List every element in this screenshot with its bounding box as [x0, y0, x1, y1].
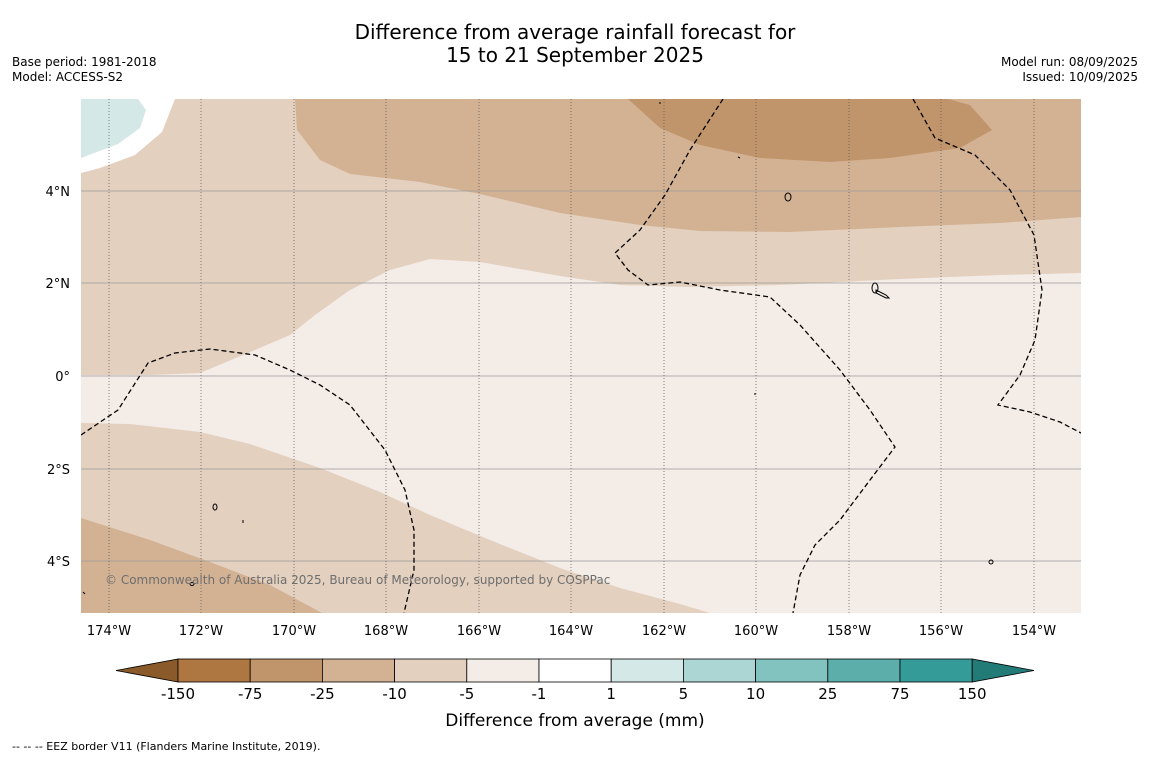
- lon-label: 164°W: [549, 624, 593, 639]
- colorbar-segment: [177, 658, 251, 683]
- colorbar-tick-label: 150: [958, 685, 987, 703]
- lon-label: 166°W: [457, 624, 501, 639]
- colorbar-segment: [249, 658, 323, 683]
- lon-label: 162°W: [642, 624, 686, 639]
- colorbar-title: Difference from average (mm): [445, 711, 704, 731]
- colorbar-tick-label: -1: [532, 685, 547, 703]
- colorbar-segment: [394, 658, 468, 683]
- meta-left: Base period: 1981-2018 Model: ACCESS-S2: [12, 55, 157, 85]
- lon-label: 156°W: [919, 624, 963, 639]
- colorbar-segment: [610, 658, 684, 683]
- lon-label: 158°W: [827, 624, 871, 639]
- colorbar-tick-label: 5: [679, 685, 689, 703]
- lon-label: 160°W: [734, 624, 778, 639]
- colorbar-tick-label: -5: [459, 685, 474, 703]
- band-1-to-5-nw: [81, 99, 146, 158]
- colorbar-segment: [466, 658, 540, 683]
- lat-label: 2°N: [46, 277, 71, 292]
- colorbar-segment: [683, 658, 757, 683]
- eez-borders: [81, 99, 1081, 613]
- eez-legend-note: -- -- -- EEZ border V11 (Flanders Marine…: [12, 740, 321, 753]
- colorbar-tick-label: 25: [818, 685, 837, 703]
- band-minus25-to-minus10-south: [81, 518, 322, 613]
- lon-label: 170°W: [272, 624, 316, 639]
- model-text: Model: ACCESS-S2: [12, 70, 124, 84]
- colorbar-segment: [899, 658, 973, 683]
- lat-label: 4°N: [46, 185, 71, 200]
- issued-text: Issued: 10/09/2025: [1022, 70, 1138, 84]
- colorbar-tick-label: -25: [310, 685, 335, 703]
- lat-label: 4°S: [47, 555, 70, 570]
- lon-label: 168°W: [364, 624, 408, 639]
- colorbar-tick-label: -10: [382, 685, 407, 703]
- model-run-text: Model run: 08/09/2025: [1000, 55, 1138, 69]
- colorbar-tick-label: 1: [606, 685, 616, 703]
- longitude-labels: 174°W 172°W 170°W 168°W 166°W 164°W 162°W 160°W…: [87, 624, 1056, 639]
- meta-right: Model run: 08/09/2025 Issued: 10/09/2025: [1001, 55, 1138, 85]
- colorbar-tick-label: -75: [238, 685, 263, 703]
- band-minus75-to-minus25: [628, 99, 992, 162]
- colorbar-extend-high: [971, 658, 1035, 683]
- lon-label: 154°W: [1012, 624, 1056, 639]
- colorbar-tick-label: 10: [746, 685, 765, 703]
- lon-label: 174°W: [87, 624, 131, 639]
- lat-label: 2°S: [47, 463, 70, 478]
- colorbar-tick-label: -150: [161, 685, 195, 703]
- islands: [82, 102, 994, 595]
- colorbar-segment: [321, 658, 395, 683]
- colorbar-extend-low: [115, 658, 179, 683]
- base-period-text: Base period: 1981-2018: [12, 55, 157, 69]
- copyright-text: © Commonwealth of Australia 2025, Bureau…: [105, 573, 610, 587]
- colorbar-tick-label: 75: [890, 685, 909, 703]
- map-title-line-1: Difference from average rainfall forecas…: [354, 20, 796, 44]
- map-panel: © Commonwealth of Australia 2025, Bureau…: [81, 99, 1081, 613]
- colorbar-segment: [755, 658, 829, 683]
- lon-label: 172°W: [179, 624, 223, 639]
- colorbar-segment: [538, 658, 612, 683]
- latitude-labels: 4°N 2°N 0° 2°S 4°S: [46, 185, 71, 570]
- band-minus10-to-minus5-south: [81, 423, 710, 613]
- latitude-gridlines: [81, 190, 1081, 562]
- colorbar: -150 -75 -25 -10 -5 -1 1 5 10 25 75 150: [115, 658, 1035, 703]
- colorbar-segment: [827, 658, 901, 683]
- lat-label: 0°: [55, 370, 70, 385]
- map-title-line-2: 15 to 21 September 2025: [446, 43, 704, 67]
